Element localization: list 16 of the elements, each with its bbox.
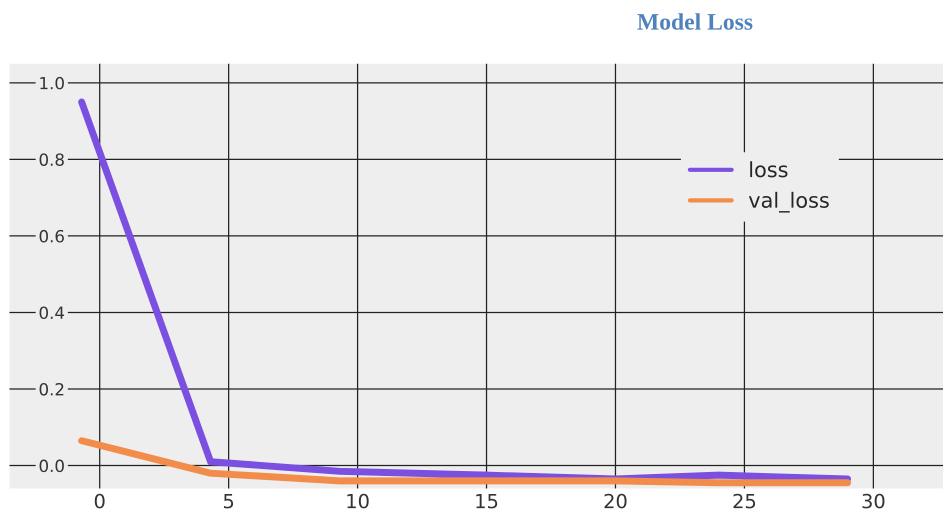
x-tick-label: 5 <box>224 494 234 508</box>
x-tick-label: 15 <box>476 494 498 508</box>
y-tick-label: 0.8 <box>40 153 64 166</box>
y-tick-label: 0.2 <box>40 382 64 396</box>
x-tick-label: 0 <box>94 494 105 508</box>
legend-label: val_loss <box>748 192 829 213</box>
y-tick-label: 1.0 <box>40 76 64 90</box>
x-tick-label: 25 <box>733 494 756 508</box>
y-tick-label: 0.0 <box>40 460 64 472</box>
x-tick-label: 20 <box>604 494 627 508</box>
chart-title: Model Loss <box>637 13 752 30</box>
y-tick-label: 0.4 <box>40 306 64 320</box>
legend-label: loss <box>750 161 788 178</box>
x-tick-label: 30 <box>862 494 884 508</box>
y-tick-label: 0.6 <box>40 230 64 243</box>
x-tick-label: 10 <box>347 494 369 508</box>
